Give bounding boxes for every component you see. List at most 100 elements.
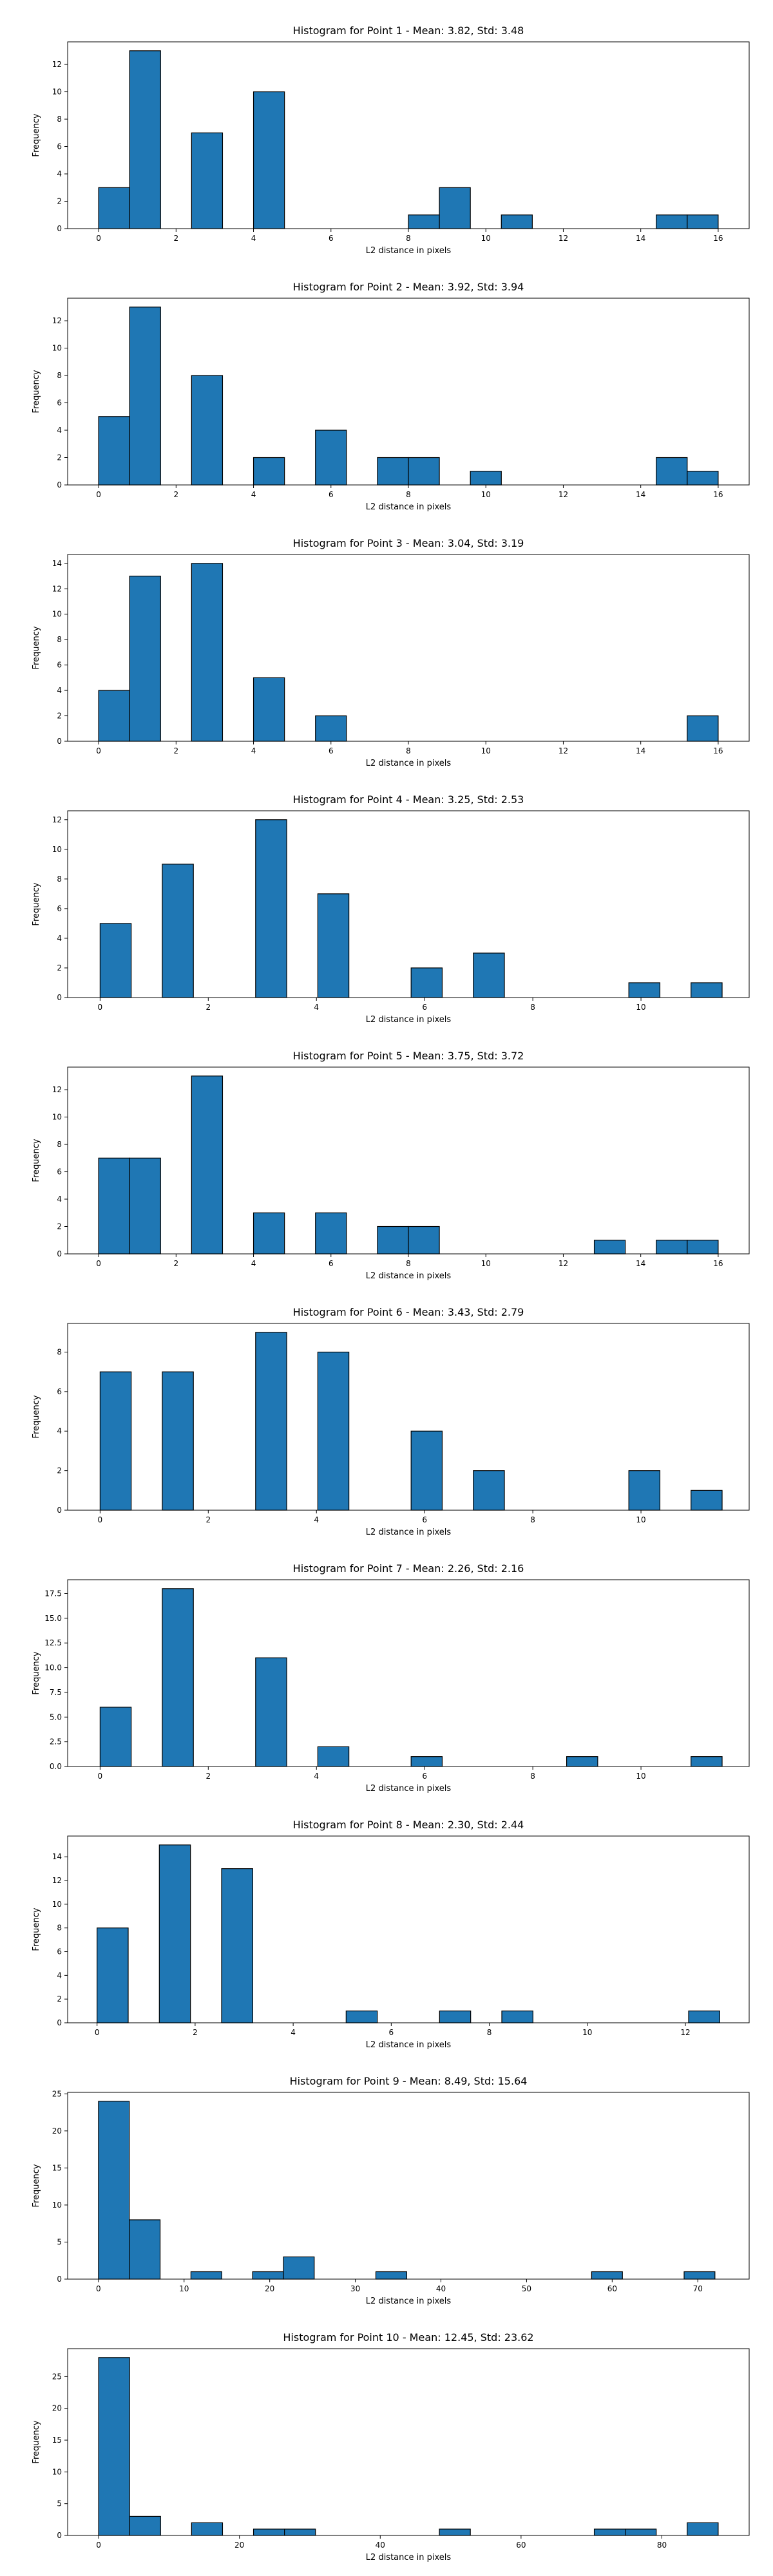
x-tick-label: 10 (481, 234, 491, 243)
plot-frame (67, 810, 750, 998)
x-tick-label: 14 (636, 1259, 645, 1268)
histogram-bar (191, 2522, 224, 2536)
y-tick-label: 20 (52, 2126, 62, 2136)
histogram-bar (191, 375, 224, 486)
x-tick-label: 0 (96, 2284, 101, 2293)
histogram-bar (656, 1240, 688, 1255)
y-axis-label: Frequency (32, 1908, 41, 1951)
x-tick-label: 0 (96, 1259, 101, 1268)
y-tick-label: 12 (52, 60, 62, 69)
x-tick-label: 2 (173, 746, 178, 755)
x-axis-label: L2 distance in pixels (366, 759, 452, 768)
x-tick-label: 10 (636, 1772, 645, 1781)
y-tick-label: 15.0 (44, 1614, 62, 1623)
histogram-bar (253, 457, 285, 486)
x-tick-label: 6 (329, 1259, 334, 1268)
y-tick-label: 20 (52, 2404, 62, 2413)
x-axis-label: L2 distance in pixels (366, 1528, 452, 1537)
x-tick-label: 16 (713, 234, 723, 243)
histogram-bar (408, 214, 440, 229)
histogram-bar (253, 1212, 285, 1255)
y-tick-label: 8 (57, 875, 62, 884)
y-tick-label: 25 (52, 2372, 62, 2381)
x-axis-label: L2 distance in pixels (366, 1784, 452, 1794)
y-tick-label: 6 (57, 399, 62, 408)
x-tick-label: 60 (607, 2284, 617, 2293)
histogram-bar (129, 307, 161, 486)
histogram-bar (191, 1075, 224, 1255)
x-axis-label: L2 distance in pixels (366, 502, 452, 512)
x-tick-label: 8 (530, 1003, 535, 1012)
x-tick-label: 6 (389, 2028, 394, 2037)
y-tick-label: 6 (57, 661, 62, 670)
chart-title: Histogram for Point 4 - Mean: 3.25, Std:… (293, 793, 524, 806)
x-tick-label: 10 (636, 1003, 645, 1012)
histogram-bar (345, 2010, 378, 2023)
histogram-bar (628, 1470, 661, 1511)
histogram-bar (593, 1240, 626, 1255)
histogram-bar (439, 2010, 472, 2023)
histogram-bar (255, 819, 287, 998)
y-axis-label: Frequency (32, 2164, 41, 2207)
y-tick-label: 7.5 (50, 1688, 62, 1697)
y-axis-label: Frequency (32, 2420, 41, 2463)
x-tick-label: 16 (713, 746, 723, 755)
y-tick-label: 15 (52, 2163, 62, 2172)
y-tick-label: 4 (57, 1426, 62, 1435)
chart-panel: Histogram for Point 10 - Mean: 12.45, St… (32, 2331, 750, 2562)
x-tick-label: 60 (516, 2541, 526, 2550)
chart-title: Histogram for Point 6 - Mean: 3.43, Std:… (293, 1306, 524, 1318)
chart-panel: Histogram for Point 8 - Mean: 2.30, Std:… (32, 1819, 750, 2050)
y-tick-label: 12 (52, 1876, 62, 1885)
histogram-bar (439, 187, 471, 229)
x-axis-label: L2 distance in pixels (366, 2553, 452, 2562)
histogram-bar (375, 2271, 407, 2280)
histogram-bar (687, 1240, 719, 1255)
y-tick-label: 0 (57, 993, 62, 1002)
x-tick-label: 0 (95, 2028, 100, 2037)
x-tick-label: 10 (636, 1515, 645, 1524)
histogram-bar (315, 430, 347, 486)
histogram-bar (408, 1226, 440, 1255)
y-tick-label: 10 (52, 1900, 62, 1909)
x-tick-label: 30 (350, 2284, 360, 2293)
histogram-bar (253, 91, 285, 229)
histogram-bar (129, 2515, 161, 2536)
histogram-bar (99, 923, 132, 998)
histogram-bar (625, 2528, 657, 2536)
plot-frame (67, 1066, 750, 1255)
chart-title: Histogram for Point 2 - Mean: 3.92, Std:… (293, 281, 524, 293)
histogram-bar (129, 50, 161, 229)
histogram-bar (98, 2357, 130, 2536)
histogram-bar (628, 982, 661, 998)
x-tick-label: 4 (251, 1259, 256, 1268)
histogram-bar (98, 187, 130, 229)
plot-frame (67, 2092, 750, 2280)
histogram-bar (129, 1157, 161, 1255)
histogram-bar (98, 1157, 130, 1255)
x-tick-label: 4 (251, 490, 256, 499)
y-axis-label: Frequency (32, 370, 41, 413)
y-tick-label: 10 (52, 2467, 62, 2476)
y-tick-label: 0 (57, 2018, 62, 2027)
y-tick-label: 0.0 (50, 1762, 62, 1771)
y-axis-label: Frequency (32, 1139, 41, 1182)
y-axis-label: Frequency (32, 1651, 41, 1694)
y-tick-label: 0 (57, 2275, 62, 2284)
chart-title: Histogram for Point 1 - Mean: 3.82, Std:… (293, 24, 524, 37)
histogram-bar (377, 1226, 409, 1255)
x-tick-label: 4 (314, 1003, 319, 1012)
x-tick-label: 0 (98, 1003, 103, 1012)
chart-panel: Histogram for Point 6 - Mean: 3.43, Std:… (32, 1306, 750, 1537)
y-tick-label: 0 (57, 1249, 62, 1258)
histogram-bar (284, 2528, 316, 2536)
histogram-bar (687, 715, 719, 742)
histogram-bar (162, 1371, 194, 1511)
x-tick-label: 8 (406, 746, 411, 755)
y-tick-label: 0 (57, 2531, 62, 2540)
x-tick-label: 4 (291, 2028, 296, 2037)
y-tick-label: 14 (52, 559, 62, 568)
x-axis-label: L2 distance in pixels (366, 2297, 452, 2306)
histogram-bar (191, 563, 224, 742)
x-tick-label: 2 (205, 1772, 211, 1781)
